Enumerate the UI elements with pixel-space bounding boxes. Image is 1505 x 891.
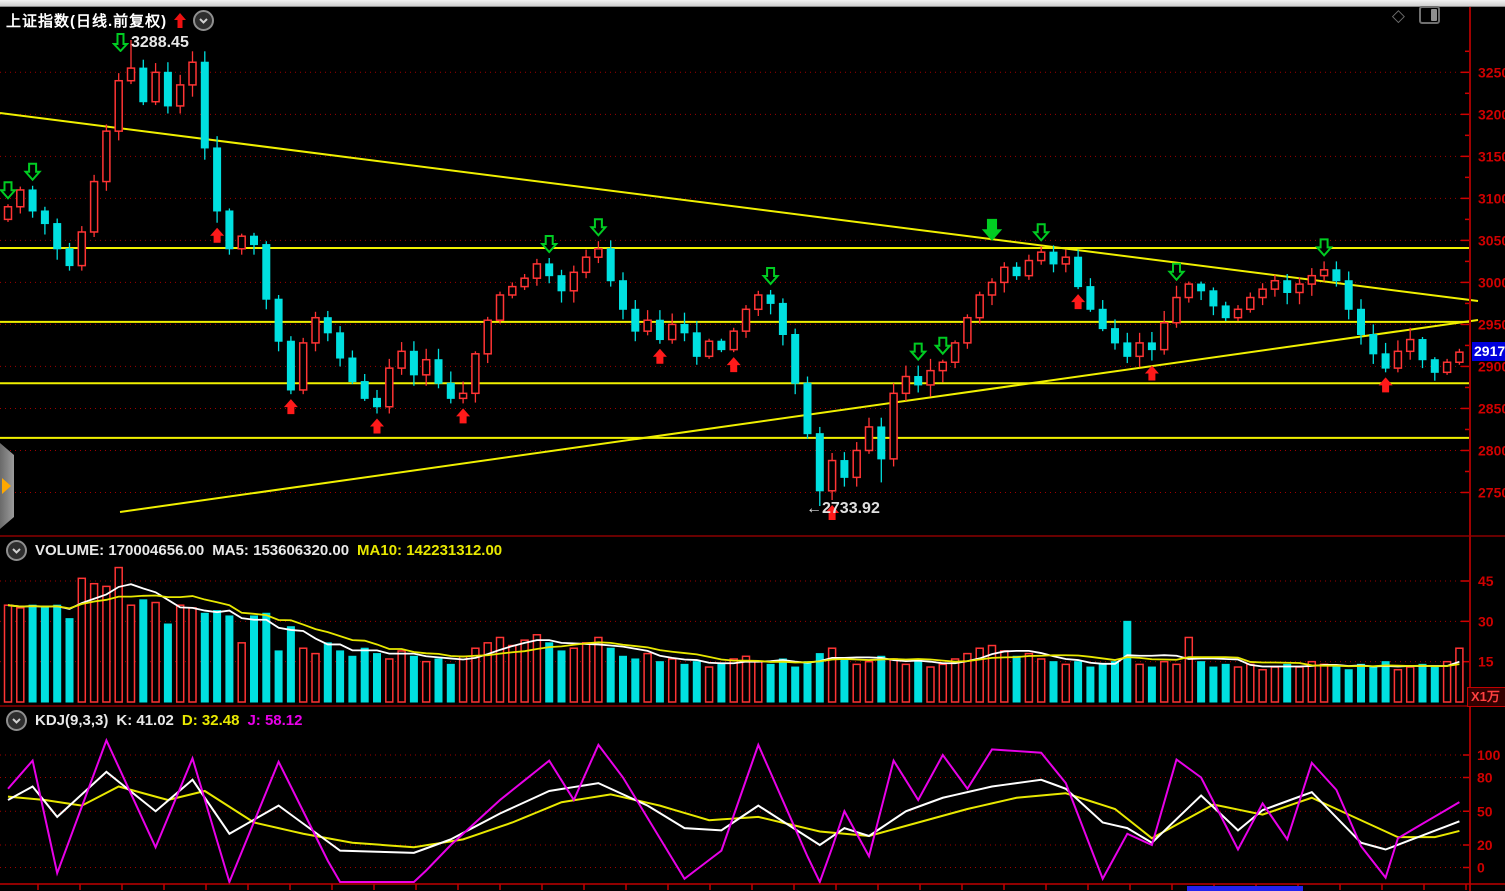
kdj-panel-header: KDJ(9,3,3) K: 41.02 D: 32.48 J: 58.12 bbox=[6, 710, 303, 731]
peak-price-label: 3288.45 bbox=[131, 33, 189, 51]
trough-price-label: ←2733.92 bbox=[806, 500, 880, 517]
svg-text:20: 20 bbox=[1477, 837, 1493, 853]
svg-text:100: 100 bbox=[1477, 747, 1501, 763]
peak-price-annotation: 3288.45 bbox=[112, 33, 189, 52]
svg-text:30: 30 bbox=[1478, 613, 1494, 629]
chart-header: 上证指数(日线.前复权) bbox=[6, 10, 215, 31]
split-window-icon[interactable] bbox=[1419, 6, 1440, 24]
svg-text:80: 80 bbox=[1477, 770, 1493, 786]
kdj-d-label: D: 32.48 bbox=[181, 712, 240, 729]
volume-panel-header: VOLUME: 170004656.00 MA5: 153606320.00 M… bbox=[6, 540, 502, 561]
svg-text:3050: 3050 bbox=[1478, 232, 1505, 248]
kdj-k-label: K: 41.02 bbox=[116, 712, 174, 729]
collapse-main-chevron-button[interactable] bbox=[193, 10, 215, 31]
collapse-kdj-chevron-button[interactable] bbox=[6, 710, 27, 731]
peak-down-arrow-icon bbox=[112, 33, 129, 52]
visible-range-bar[interactable] bbox=[1187, 886, 1303, 891]
volume-value-label: VOLUME: 170004656.00 bbox=[35, 542, 205, 559]
last-price-tag: 2917 bbox=[1472, 342, 1505, 361]
window-top-strip bbox=[0, 0, 1505, 7]
sidebar-expand-tab[interactable] bbox=[0, 443, 14, 529]
svg-text:2750: 2750 bbox=[1478, 484, 1505, 500]
chart-toolbar: ◇ bbox=[1392, 6, 1440, 24]
svg-text:50: 50 bbox=[1477, 803, 1493, 819]
svg-text:2850: 2850 bbox=[1478, 400, 1505, 416]
svg-text:2800: 2800 bbox=[1478, 442, 1505, 458]
volume-ma10-label: MA10: 142231312.00 bbox=[357, 542, 503, 559]
expand-triangle-icon bbox=[2, 478, 11, 494]
volume-unit-label: X1万 bbox=[1467, 687, 1505, 707]
svg-text:45: 45 bbox=[1478, 573, 1494, 589]
svg-text:2950: 2950 bbox=[1478, 316, 1505, 332]
svg-text:0: 0 bbox=[1477, 860, 1485, 876]
signal-up-arrow-icon bbox=[173, 12, 187, 29]
svg-text:15: 15 bbox=[1478, 654, 1494, 670]
svg-text:3250: 3250 bbox=[1478, 64, 1505, 80]
svg-text:3200: 3200 bbox=[1478, 106, 1505, 122]
volume-ma5-label: MA5: 153606320.00 bbox=[212, 542, 350, 559]
kdj-name-label: KDJ(9,3,3) bbox=[35, 712, 109, 729]
svg-text:3000: 3000 bbox=[1478, 274, 1505, 290]
svg-text:3100: 3100 bbox=[1478, 190, 1505, 206]
svg-text:3150: 3150 bbox=[1478, 148, 1505, 164]
collapse-volume-chevron-button[interactable] bbox=[6, 540, 27, 561]
instrument-title: 上证指数(日线.前复权) bbox=[6, 13, 168, 30]
svg-text:2900: 2900 bbox=[1478, 358, 1505, 374]
diamond-icon[interactable]: ◇ bbox=[1391, 5, 1405, 25]
kdj-j-label: J: 58.12 bbox=[247, 712, 303, 729]
